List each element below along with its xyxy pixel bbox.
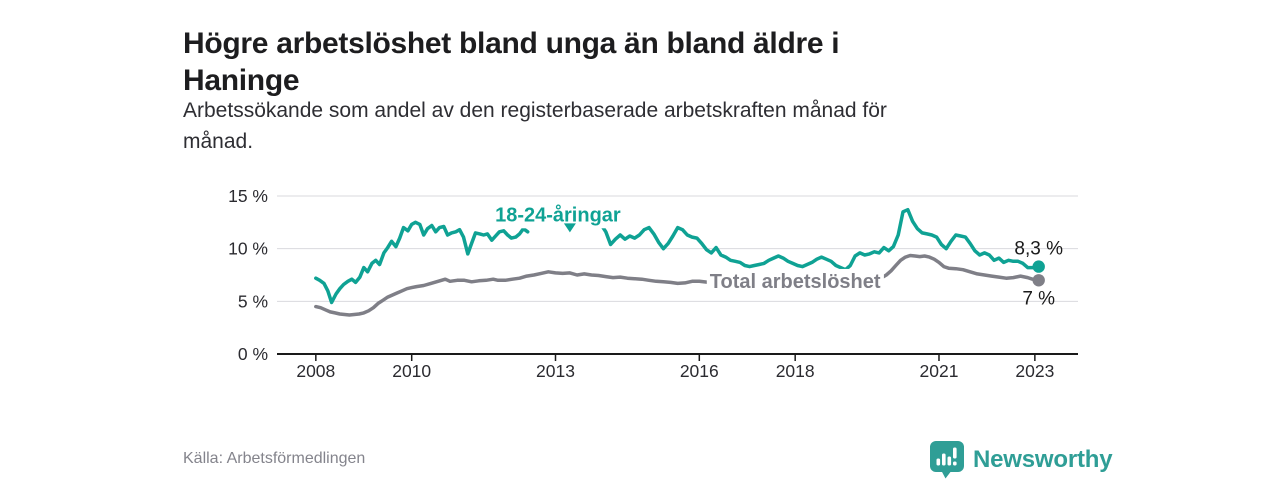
series-label-young: 18-24-åringar [495,203,621,226]
x-tick-label: 2023 [1015,361,1054,381]
series-line-total [314,253,1041,317]
newsworthy-logo-text: Newsworthy [973,446,1113,473]
newsworthy-logo-icon [930,441,964,479]
end-value-label-total: 7 % [1022,288,1055,309]
subtitle-line-1: Arbetssökande som andel av den registerb… [183,99,887,122]
title-line-2: Haninge [183,64,300,98]
series-label-bg [706,268,884,295]
newsworthy-logo[interactable]: Newsworthy [930,441,1113,479]
x-tick-label: 2016 [680,361,719,381]
series-label-total: Total arbetslöshet [710,271,881,293]
page-title: Högre arbetslöshet bland unga än bland ä… [183,25,1043,99]
x-tick-label: 2013 [536,361,575,381]
x-tick-label: 2008 [296,361,335,381]
y-tick-label: 15 % [228,186,268,206]
y-tick-label: 5 % [238,291,268,311]
chart-subtitle: Arbetssökande som andel av den registerb… [183,95,1043,157]
y-tick-label: 0 % [238,344,268,364]
series-label-pointer-triangle [563,223,576,233]
unemployment-line-chart: 0 % 5 % 10 % 15 % 2008 2010 2013 2016 2018 2021 20… [228,186,1078,381]
x-tick-label: 2018 [776,361,815,381]
source-note: Källa: Arbetsförmedlingen [183,450,366,467]
subtitle-line-2: månad. [183,130,254,153]
end-value-label-young: 8,3 % [1014,239,1063,260]
title-line-1: Högre arbetslöshet bland unga än bland ä… [183,27,840,61]
x-tick-label: 2021 [920,361,959,381]
series-end-dot-total [1032,274,1045,287]
x-tick-label: 2010 [392,361,431,381]
series-end-dot-young [1032,260,1045,273]
series-label-bg [492,201,624,229]
y-tick-label: 10 % [228,239,268,259]
series-line-young [314,207,1041,305]
